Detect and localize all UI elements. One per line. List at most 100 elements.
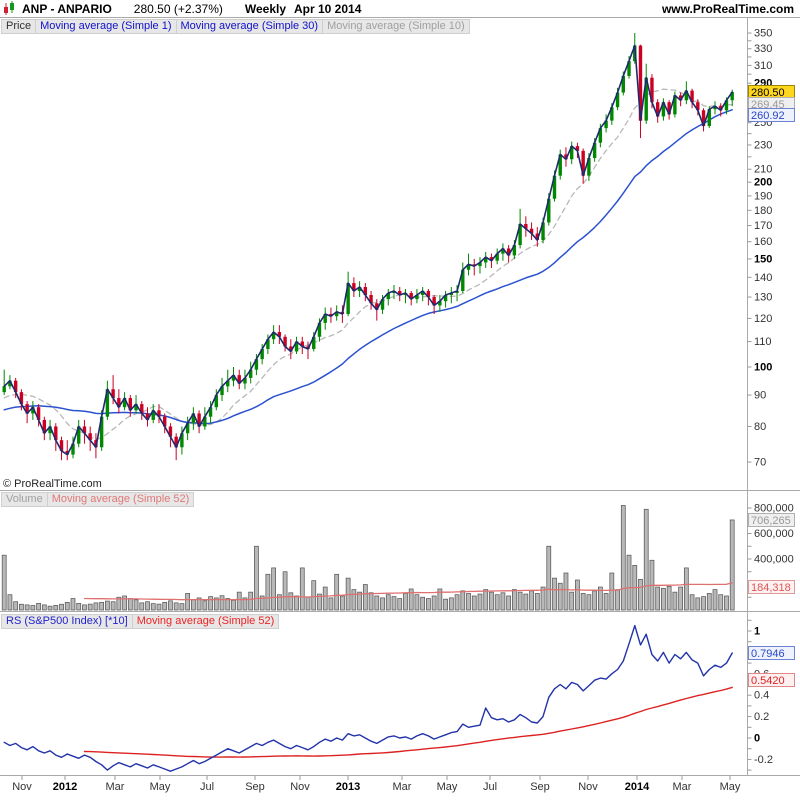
candle-body: [627, 61, 631, 76]
rs-y-axis[interactable]: 10.60.40.20-0.2: [747, 619, 773, 771]
price-indicator-chip-2[interactable]: Moving average (Simple 30): [176, 19, 324, 34]
candle-body: [535, 233, 540, 241]
volume-bar: [540, 586, 546, 611]
volume-bar: [494, 594, 500, 611]
x-axis[interactable]: Nov 2012 Mar May Jul Sep Nov 2013 Mar May Jul Sep No…: [12, 775, 741, 794]
x-axis-label: Nov: [12, 781, 32, 793]
candle-body: [260, 348, 264, 360]
volume-bar: [362, 584, 368, 611]
volume-bar: [609, 572, 615, 611]
candle-body: [564, 154, 568, 160]
x-axis-label: Sep: [245, 781, 265, 793]
volume-bar: [19, 603, 24, 611]
rs-indicator-chip-1[interactable]: Moving average (Simple 52): [132, 614, 280, 629]
volume-bar: [299, 567, 305, 611]
candle-body: [254, 359, 259, 370]
candle-body: [409, 292, 413, 300]
candle-body: [690, 90, 694, 103]
copyright-watermark: © ProRealTime.com: [3, 478, 102, 490]
axis-tick-label: 120: [754, 313, 772, 325]
volume-bar: [414, 594, 420, 611]
volume-bar: [59, 603, 64, 611]
axis-tick-label: 100: [754, 362, 772, 374]
price-indicator-chips: Price Moving average (Simple 1) Moving ave…: [1, 19, 470, 34]
volume-bar: [620, 505, 626, 611]
candle-body: [678, 95, 683, 101]
volume-bar: [36, 602, 41, 611]
volume-bar: [724, 595, 729, 611]
price-badge-2-value: 260.92: [751, 110, 785, 122]
candle-body: [501, 248, 505, 254]
candle-body: [48, 426, 52, 434]
volume-bar: [511, 589, 517, 611]
volume-bar: [374, 595, 380, 611]
candle-body: [592, 142, 597, 159]
volume-bar: [655, 586, 661, 611]
volume-bar: [254, 545, 259, 611]
volume-y-axis[interactable]: 800,000 600,000 400,000: [747, 503, 794, 598]
volume-indicator-chip-1[interactable]: Moving average (Simple 52): [47, 492, 195, 507]
volume-bar: [403, 593, 408, 611]
candle-body: [25, 404, 29, 414]
candle-body: [317, 322, 322, 337]
volume-badge-1-value: 184,318: [751, 582, 791, 594]
price-y-axis[interactable]: 3503303102902502302102001901801701601501…: [747, 28, 773, 469]
candle-body: [300, 341, 304, 347]
axis-tick-label: 350: [754, 28, 772, 40]
volume-bar: [718, 594, 724, 611]
rs-badge-0-box: [748, 646, 795, 660]
candle-body: [369, 295, 373, 304]
candle-body: [638, 45, 643, 121]
volume-bar: [385, 594, 391, 611]
volume-bar: [24, 604, 30, 611]
candle-body: [71, 443, 75, 455]
candle-body: [31, 407, 35, 414]
volume-bar: [529, 590, 534, 611]
volume-bar: [471, 595, 477, 611]
x-axis-label: Sep: [530, 781, 550, 793]
volume-bar: [288, 592, 294, 611]
volume-bar: [185, 593, 191, 611]
volume-bar: [236, 591, 242, 611]
price-indicator-chip-3[interactable]: Moving average (Simple 10): [323, 19, 470, 34]
candle-body: [696, 102, 700, 111]
candle-body: [122, 398, 127, 408]
volume-badge-0-value: 706,265: [751, 515, 791, 527]
price-plot: [2, 33, 734, 461]
volume-bar: [168, 600, 173, 611]
rs-badge-0-value: 0.7946: [751, 648, 785, 660]
volume-bar: [162, 601, 168, 611]
volume-bar: [483, 589, 489, 611]
volume-bar: [139, 602, 145, 611]
volume-bar: [408, 588, 414, 611]
volume-bar: [397, 598, 403, 611]
axis-tick-label: 80: [754, 421, 766, 433]
candle-body: [2, 386, 6, 393]
volume-bar: [729, 519, 735, 611]
price-indicator-chip-0[interactable]: Price: [1, 19, 37, 34]
volume-bar: [643, 508, 649, 611]
volume-bar: [448, 597, 454, 611]
volume-badge-0-box: [748, 513, 795, 527]
volume-indicator-chip-0[interactable]: Volume: [1, 492, 48, 507]
candle-body: [8, 380, 12, 387]
candle-body: [621, 75, 625, 93]
volume-bar: [156, 603, 162, 611]
price-indicator-chip-1[interactable]: Moving average (Simple 1): [36, 19, 177, 34]
candle-body: [443, 295, 448, 302]
axis-tick-label: 130: [754, 292, 772, 304]
volume-indicator-chips: Volume Moving average (Simple 52): [1, 492, 195, 507]
volume-bar: [76, 602, 82, 611]
axis-tick-label: 170: [754, 220, 772, 232]
axis-tick-label: 1: [754, 626, 760, 638]
candle-body: [357, 287, 362, 291]
volume-bar: [70, 598, 76, 611]
volume-bar: [586, 594, 592, 611]
axis-tick-label: 600,000: [754, 528, 794, 540]
rs-indicator-chip-0[interactable]: RS (S&P500 Index) [*10]: [1, 614, 133, 629]
volume-bar: [546, 545, 552, 611]
axis-tick-label: 0.4: [754, 690, 769, 702]
volume-bar: [368, 592, 374, 611]
